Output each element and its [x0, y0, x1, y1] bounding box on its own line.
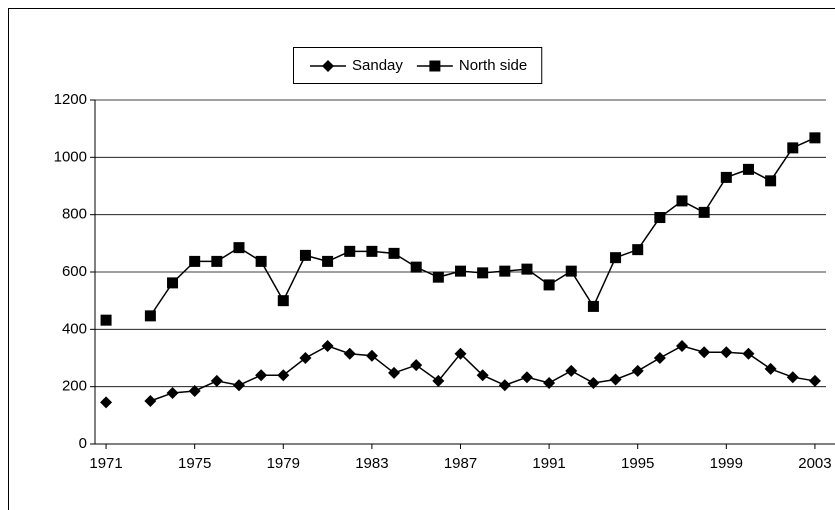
data-point [410, 359, 423, 372]
data-point [720, 346, 733, 359]
data-point [609, 373, 622, 386]
data-point [322, 255, 334, 267]
data-point [653, 352, 666, 364]
data-point [742, 163, 754, 175]
y-tick-label: 200 [62, 378, 87, 395]
data-point [277, 369, 290, 382]
data-point [144, 395, 157, 407]
data-point [742, 347, 755, 360]
data-point [587, 376, 600, 389]
data-point [366, 245, 378, 257]
data-point [765, 175, 777, 187]
x-tick-label: 1995 [621, 455, 654, 472]
data-point [499, 265, 511, 277]
data-point [144, 310, 156, 322]
data-point [676, 195, 688, 207]
data-point [100, 314, 112, 326]
data-point [543, 376, 556, 389]
data-point [520, 371, 533, 384]
data-point [388, 247, 400, 259]
data-point [255, 369, 268, 382]
data-point [188, 384, 201, 397]
data-point [455, 265, 466, 277]
x-tick-label: 1983 [355, 455, 388, 472]
x-tick-label: 1991 [532, 455, 565, 472]
data-point [654, 212, 666, 224]
y-tick-label: 1000 [54, 148, 87, 165]
data-point [632, 244, 644, 256]
data-point [565, 364, 578, 377]
x-tick-label: 1971 [89, 455, 122, 472]
data-point [698, 346, 711, 359]
data-point [299, 249, 311, 261]
data-point [388, 366, 401, 379]
x-tick-label: 2003 [798, 455, 831, 472]
data-point [299, 352, 312, 364]
data-point [786, 371, 799, 384]
data-point [787, 142, 799, 154]
data-point [255, 255, 267, 267]
legend-label: North side [459, 57, 527, 74]
x-tick-label: 1999 [710, 455, 743, 472]
y-tick-label: 1200 [54, 91, 87, 108]
data-point [432, 374, 445, 387]
data-point [344, 245, 356, 257]
data-point [365, 349, 378, 362]
data-point [477, 267, 489, 279]
data-point [343, 347, 356, 360]
data-point [233, 242, 245, 254]
data-point [720, 171, 732, 183]
data-point [166, 386, 179, 399]
x-tick-label: 1987 [444, 455, 477, 472]
data-point [764, 362, 777, 375]
data-point [698, 206, 710, 218]
data-point [100, 396, 113, 409]
legend: Sanday North side [293, 47, 543, 84]
data-point [809, 132, 821, 144]
legend-marker [322, 60, 334, 72]
data-point [676, 339, 689, 352]
data-point [432, 271, 444, 283]
data-point [277, 295, 289, 307]
data-point [321, 339, 334, 352]
y-tick-label: 800 [62, 206, 87, 223]
data-point [210, 374, 223, 387]
data-point [476, 369, 489, 382]
data-point [498, 379, 511, 392]
legend-label: Sanday [352, 57, 403, 74]
data-point [565, 265, 577, 277]
y-tick-label: 600 [62, 263, 87, 280]
data-point [610, 252, 622, 264]
data-point [808, 374, 821, 387]
data-point [587, 300, 599, 312]
chart-frame [8, 8, 835, 510]
x-tick-label: 1979 [267, 455, 300, 472]
y-tick-label: 400 [62, 320, 87, 337]
data-point [167, 277, 179, 289]
data-point [543, 279, 555, 291]
data-point [410, 261, 422, 273]
data-point [211, 255, 223, 267]
legend-marker [429, 60, 441, 72]
data-point [232, 379, 245, 392]
data-point [189, 255, 201, 267]
x-tick-label: 1975 [178, 455, 211, 472]
data-point [631, 364, 644, 377]
data-point [521, 263, 533, 275]
data-point [454, 347, 467, 360]
y-tick-label: 0 [79, 435, 87, 452]
